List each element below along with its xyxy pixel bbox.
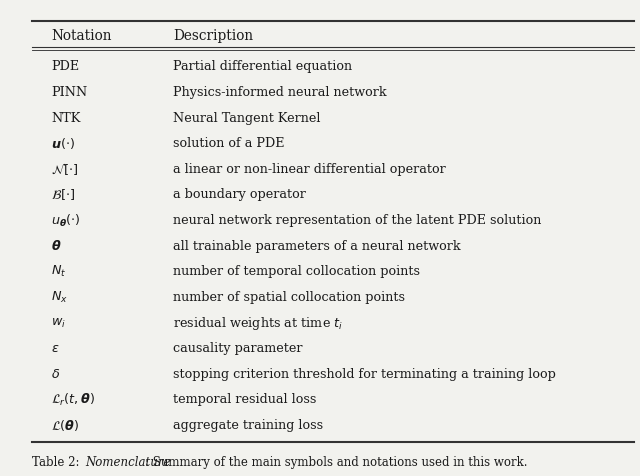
Text: $\mathcal{B}[\cdot]$: $\mathcal{B}[\cdot]$ — [51, 188, 76, 202]
Text: Partial differential equation: Partial differential equation — [173, 60, 352, 73]
Text: Nomenclature: Nomenclature — [85, 456, 171, 469]
Text: NTK: NTK — [51, 111, 81, 125]
Text: $\mathcal{L}(\boldsymbol{\theta})$: $\mathcal{L}(\boldsymbol{\theta})$ — [51, 418, 79, 433]
Text: $\boldsymbol{\theta}$: $\boldsymbol{\theta}$ — [51, 239, 61, 253]
Text: Description: Description — [173, 29, 253, 43]
Text: : Summary of the main symbols and notations used in this work.: : Summary of the main symbols and notati… — [145, 456, 528, 469]
Text: $N_x$: $N_x$ — [51, 290, 68, 305]
Text: causality parameter: causality parameter — [173, 342, 302, 355]
Text: Table 2:: Table 2: — [32, 456, 83, 469]
Text: $\delta$: $\delta$ — [51, 368, 60, 381]
Text: Neural Tangent Kernel: Neural Tangent Kernel — [173, 111, 320, 125]
Text: $\mathcal{N}[\cdot]$: $\mathcal{N}[\cdot]$ — [51, 161, 78, 177]
Text: Notation: Notation — [51, 29, 112, 43]
Text: $N_t$: $N_t$ — [51, 264, 67, 279]
Text: aggregate training loss: aggregate training loss — [173, 419, 323, 432]
Text: neural network representation of the latent PDE solution: neural network representation of the lat… — [173, 214, 541, 227]
Text: PINN: PINN — [51, 86, 88, 99]
Text: number of spatial collocation points: number of spatial collocation points — [173, 291, 405, 304]
Text: Physics-informed neural network: Physics-informed neural network — [173, 86, 387, 99]
Text: $\boldsymbol{u}(\cdot)$: $\boldsymbol{u}(\cdot)$ — [51, 136, 75, 151]
Text: a boundary operator: a boundary operator — [173, 188, 306, 201]
Text: solution of a PDE: solution of a PDE — [173, 137, 284, 150]
Text: temporal residual loss: temporal residual loss — [173, 394, 316, 407]
Text: residual weights at time $t_i$: residual weights at time $t_i$ — [173, 315, 343, 332]
Text: $\epsilon$: $\epsilon$ — [51, 342, 60, 355]
Text: stopping criterion threshold for terminating a training loop: stopping criterion threshold for termina… — [173, 368, 556, 381]
Text: $\mathcal{L}_r(t, \boldsymbol{\theta})$: $\mathcal{L}_r(t, \boldsymbol{\theta})$ — [51, 392, 95, 408]
Text: number of temporal collocation points: number of temporal collocation points — [173, 265, 420, 278]
Text: a linear or non-linear differential operator: a linear or non-linear differential oper… — [173, 163, 445, 176]
Text: $u_{\boldsymbol{\theta}}(\cdot)$: $u_{\boldsymbol{\theta}}(\cdot)$ — [51, 212, 81, 228]
Text: $w_i$: $w_i$ — [51, 317, 66, 329]
Text: PDE: PDE — [51, 60, 79, 73]
Text: all trainable parameters of a neural network: all trainable parameters of a neural net… — [173, 240, 460, 253]
